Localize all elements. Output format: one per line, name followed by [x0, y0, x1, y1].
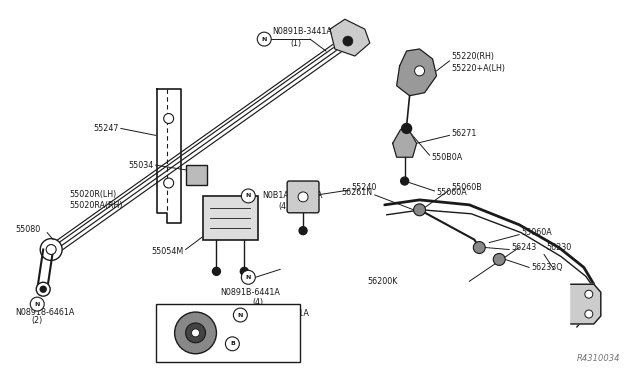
Text: 55080: 55080	[15, 225, 40, 234]
Circle shape	[585, 290, 593, 298]
Polygon shape	[330, 19, 370, 56]
FancyBboxPatch shape	[287, 181, 319, 213]
Bar	[186, 165, 207, 185]
Text: 55060A: 55060A	[436, 189, 467, 198]
Circle shape	[299, 227, 307, 235]
Circle shape	[415, 66, 424, 76]
Text: N08918-6461A: N08918-6461A	[15, 308, 75, 317]
Text: B080B7-4701A: B080B7-4701A	[241, 339, 301, 348]
Text: N0891B-6441A: N0891B-6441A	[220, 288, 280, 297]
Text: 55247: 55247	[93, 124, 119, 133]
Text: 55040C: 55040C	[164, 344, 195, 353]
Text: B: B	[230, 341, 235, 346]
Text: N: N	[35, 302, 40, 307]
Circle shape	[241, 189, 255, 203]
Text: N: N	[237, 312, 243, 318]
Text: 56271: 56271	[451, 129, 477, 138]
Circle shape	[234, 308, 247, 322]
Text: 55220+A(LH): 55220+A(LH)	[451, 64, 506, 73]
Ellipse shape	[175, 312, 216, 354]
Polygon shape	[571, 284, 601, 324]
Text: (2): (2)	[262, 317, 273, 327]
Text: (4): (4)	[252, 298, 264, 307]
Text: 55220(RH): 55220(RH)	[451, 52, 495, 61]
Circle shape	[257, 32, 271, 46]
Text: 56230: 56230	[546, 243, 572, 252]
Text: 55240: 55240	[352, 183, 377, 192]
Circle shape	[337, 30, 359, 52]
Circle shape	[40, 238, 62, 260]
Text: (2): (2)	[31, 317, 42, 326]
Text: (1): (1)	[290, 39, 301, 48]
Text: 56233Q: 56233Q	[531, 263, 563, 272]
Text: 550B0A: 550B0A	[431, 153, 463, 162]
Text: 55054M: 55054M	[151, 247, 184, 256]
Circle shape	[493, 253, 505, 265]
Circle shape	[474, 241, 485, 253]
Circle shape	[46, 244, 56, 254]
Circle shape	[164, 178, 173, 188]
Circle shape	[212, 267, 220, 275]
Text: 56200K: 56200K	[368, 277, 398, 286]
Circle shape	[36, 282, 50, 296]
Text: (2): (2)	[254, 348, 266, 357]
Polygon shape	[397, 49, 436, 96]
Text: N0891B-3441A: N0891B-3441A	[250, 308, 309, 318]
Text: (4): (4)	[278, 202, 289, 211]
Bar	[156, 304, 300, 362]
Text: N0891B-3441A: N0891B-3441A	[272, 27, 332, 36]
Circle shape	[241, 270, 255, 284]
Text: 56261N: 56261N	[342, 189, 372, 198]
Text: 55020R(LH): 55020R(LH)	[69, 190, 116, 199]
Circle shape	[298, 192, 308, 202]
Text: N: N	[246, 193, 251, 198]
Text: N0B1A1-0201A: N0B1A1-0201A	[262, 192, 323, 201]
Circle shape	[225, 337, 239, 351]
Text: 55060A: 55060A	[521, 228, 552, 237]
Circle shape	[30, 297, 44, 311]
Ellipse shape	[191, 329, 200, 337]
Polygon shape	[393, 129, 417, 157]
Ellipse shape	[186, 323, 205, 343]
Text: N: N	[246, 275, 251, 280]
Circle shape	[585, 310, 593, 318]
Circle shape	[40, 286, 46, 292]
Text: 55060B: 55060B	[451, 183, 482, 192]
Text: 56243: 56243	[511, 243, 536, 252]
Circle shape	[343, 36, 353, 46]
Text: 55034: 55034	[129, 161, 154, 170]
Text: N: N	[262, 36, 267, 42]
Circle shape	[401, 177, 408, 185]
Circle shape	[402, 124, 412, 134]
Circle shape	[413, 204, 426, 216]
Circle shape	[164, 113, 173, 124]
Circle shape	[241, 267, 248, 275]
Bar	[202, 196, 259, 240]
Text: 55020RA(RH): 55020RA(RH)	[69, 201, 123, 210]
Text: R4310034: R4310034	[577, 354, 621, 363]
